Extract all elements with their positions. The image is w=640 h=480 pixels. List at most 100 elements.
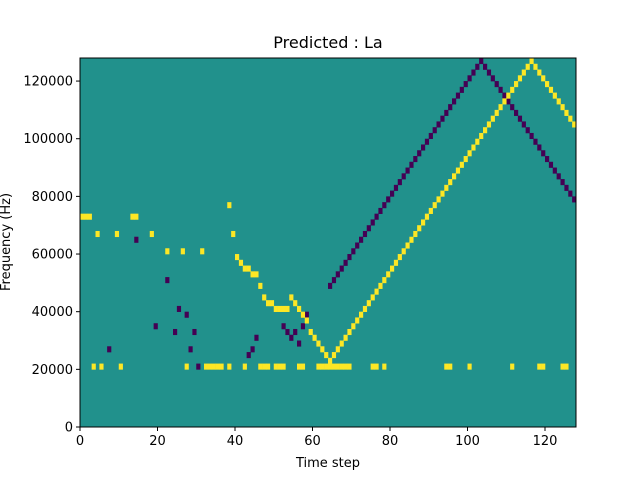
heatmap-cell-low (459, 86, 464, 93)
heatmap-cell-high (242, 363, 247, 370)
heatmap-cell-low (471, 69, 476, 76)
heatmap-cell-high (479, 132, 484, 140)
heatmap-cell-low (297, 340, 302, 347)
heatmap-cell-low (351, 248, 356, 255)
heatmap-cell-high (537, 69, 542, 76)
heatmap-cell-high (281, 363, 286, 370)
x-tick-label: 120 (533, 434, 558, 449)
heatmap-cell-high (452, 173, 457, 180)
heatmap-cell-high (510, 363, 515, 370)
heatmap-cell-high (250, 271, 255, 278)
heatmap-cell-low (440, 115, 445, 122)
heatmap-cell-low (506, 98, 511, 105)
heatmap-cell-high (258, 282, 263, 289)
heatmap-cell-high (184, 363, 189, 370)
heatmap-cell-low (494, 81, 499, 88)
heatmap-cell-high (486, 121, 492, 128)
heatmap-cell-low (107, 346, 112, 353)
heatmap-cell-low (409, 161, 414, 168)
heatmap-cell-high (165, 248, 170, 255)
heatmap-cell-high (483, 127, 488, 134)
heatmap-cell-high (560, 363, 565, 370)
heatmap-cell-high (80, 213, 85, 220)
heatmap-cell-low (196, 363, 201, 370)
heatmap-cell-low (424, 138, 430, 145)
heatmap-cell-high (118, 363, 123, 370)
heatmap-cell-low (285, 328, 290, 336)
heatmap-cell-low (479, 58, 484, 65)
heatmap-cell-low (304, 311, 309, 318)
y-tick-label: 40000 (32, 305, 73, 320)
heatmap-cell-high (281, 305, 286, 312)
plot-area (80, 58, 577, 427)
heatmap-cell-low (335, 271, 340, 278)
heatmap-cell-high (328, 357, 333, 364)
heatmap-cell-high (219, 363, 224, 370)
heatmap-cell-low (343, 259, 348, 266)
heatmap-cell-low (455, 92, 461, 99)
x-tick-label: 40 (227, 434, 244, 449)
heatmap-cell-high (262, 294, 267, 301)
y-tick-label: 120000 (23, 75, 73, 90)
heatmap-cell-high (316, 363, 321, 370)
heatmap-cell-low (184, 311, 189, 318)
heatmap-cell-high (440, 190, 445, 197)
heatmap-cell-high (300, 311, 306, 318)
heatmap-cell-high (448, 179, 453, 186)
heatmap-cell-high (200, 248, 205, 255)
heatmap-cell-high (324, 352, 329, 359)
heatmap-cell-high (297, 363, 302, 370)
heatmap-cell-high (537, 363, 542, 370)
heatmap-cell-high (207, 363, 213, 370)
x-axis-ticks: 0 20 40 60 80 100 120 (76, 427, 558, 449)
heatmap-cell-low (510, 104, 515, 111)
heatmap-cell-low (366, 225, 371, 232)
heatmap-cell-high (417, 225, 422, 232)
heatmap-cell-high (180, 248, 185, 255)
heatmap-cell-high (262, 363, 267, 370)
heatmap-cell-high (277, 363, 282, 370)
plot-frame (79, 57, 577, 428)
heatmap-cell-high (374, 288, 379, 295)
heatmap-cell-high (99, 363, 104, 370)
heatmap-cell-low (432, 127, 437, 134)
heatmap-cell-high (568, 115, 573, 122)
heatmap-cell-high (312, 334, 317, 341)
heatmap-cell-low (246, 352, 251, 359)
heatmap-cell-high (343, 334, 348, 341)
heatmap-cell-low (452, 98, 457, 105)
heatmap-cell-high (266, 300, 271, 307)
heatmap-cell-low (355, 242, 360, 249)
heatmap-cell-low (293, 328, 298, 336)
heatmap-cell-high (506, 92, 511, 99)
heatmap-cell-high (227, 363, 232, 370)
heatmap-cell-low (564, 184, 569, 191)
heatmap-cell-high (552, 92, 557, 99)
heatmap-cell-low (428, 132, 433, 140)
heatmap-cell-high (545, 81, 550, 88)
heatmap-cell-high (564, 109, 569, 116)
heatmap-cell-low (498, 86, 503, 93)
heatmap-cell-high (289, 294, 294, 301)
heatmap-cell-high (273, 305, 278, 312)
heatmap-cell-high (246, 265, 251, 272)
heatmap-cell-high (455, 167, 461, 174)
heatmap-cell-high (502, 98, 507, 105)
heatmap-cell-low (502, 92, 507, 99)
heatmap-cell-high (95, 230, 100, 238)
heatmap-cell-high (467, 150, 472, 157)
heatmap-cell-low (572, 196, 577, 203)
y-tick-label: 80000 (32, 190, 73, 205)
heatmap-cell-low (386, 196, 391, 203)
y-tick-label: 100000 (23, 132, 73, 147)
heatmap-cell-high (525, 63, 530, 70)
heatmap-cell-low (525, 127, 530, 134)
heatmap-cell-high (386, 271, 391, 278)
heatmap-cell-high (548, 86, 554, 93)
heatmap-cell-high (231, 230, 236, 238)
x-tick-label: 0 (76, 434, 84, 449)
heatmap-cell-low (374, 213, 379, 220)
heatmap-cell-high (444, 184, 449, 191)
heatmap-cell-low (165, 277, 170, 284)
heatmap-cell-high (366, 300, 371, 307)
